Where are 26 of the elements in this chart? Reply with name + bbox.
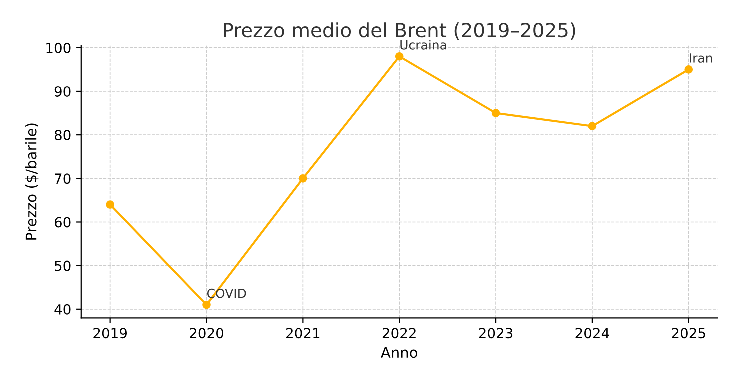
annotation: Ucraina bbox=[400, 40, 446, 50]
y-tick-label: 40 bbox=[54, 304, 71, 315]
y-tick-label: 90 bbox=[54, 86, 71, 97]
x-tick-label: 2025 bbox=[672, 328, 706, 339]
point bbox=[395, 52, 404, 61]
x-axis-title: Anno bbox=[381, 347, 418, 358]
x-tick-label: 2021 bbox=[286, 328, 320, 339]
x-tick-label: 2020 bbox=[190, 328, 224, 339]
y-axis-title: Prezzo ($/barile) bbox=[26, 124, 39, 240]
point bbox=[492, 109, 500, 118]
y-tick-label: 80 bbox=[54, 130, 71, 141]
y-tick-label: 100 bbox=[46, 42, 71, 54]
point bbox=[684, 66, 694, 74]
x-tick-label: 2024 bbox=[576, 328, 610, 339]
point bbox=[299, 174, 308, 183]
point bbox=[106, 200, 114, 209]
x-tick-label: 2022 bbox=[382, 328, 416, 339]
y-tick-label: 50 bbox=[55, 260, 71, 272]
chart-title: Prezzo medio del Brent (2019–2025) bbox=[224, 22, 576, 40]
x-tick-label: 2023 bbox=[479, 328, 513, 339]
y-tick-label: 70 bbox=[55, 174, 71, 184]
point bbox=[202, 300, 211, 310]
annotation: Iran bbox=[690, 54, 712, 63]
y-tick-label: 60 bbox=[54, 217, 71, 228]
point bbox=[588, 122, 597, 131]
x-tick-label: 2019 bbox=[94, 328, 128, 339]
